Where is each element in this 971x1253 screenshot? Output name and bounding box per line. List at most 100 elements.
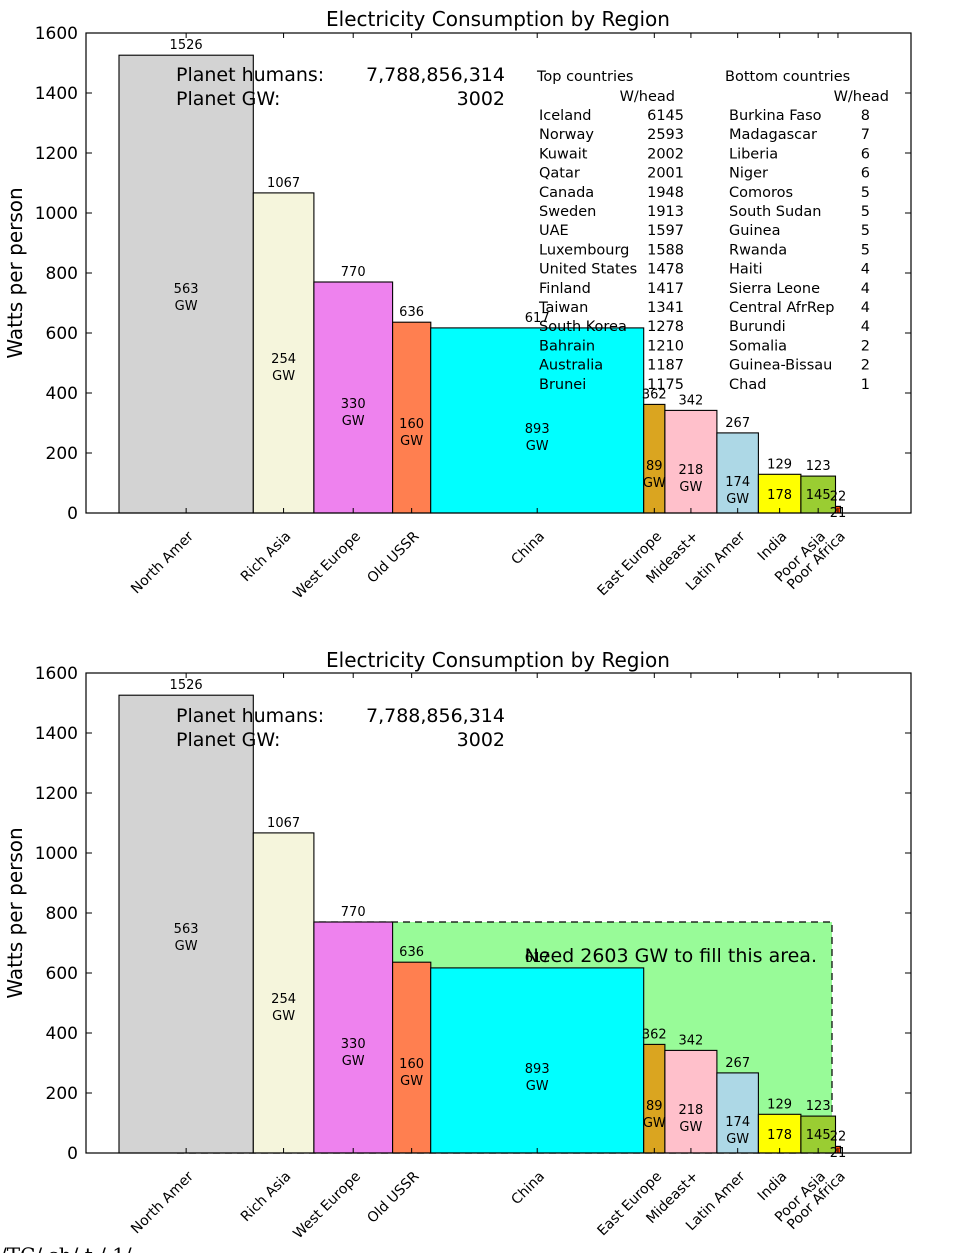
table-row-name: Sweden (539, 204, 596, 220)
bar-old-ussr (392, 961, 432, 1154)
y-axis-label: Watts per person (3, 827, 27, 998)
planet-gw-value: 3002 (457, 729, 505, 751)
table-row-name: Guinea-Bissau (729, 358, 832, 374)
gw-label-old-ussr: 160 (399, 1057, 424, 1072)
table-row-value: 1597 (647, 223, 684, 239)
table-row-value: 5 (861, 242, 870, 258)
table-row-value: 1210 (647, 338, 684, 354)
chart-panel-bottom: Electricity Consumption by Region Watts … (3, 648, 912, 1243)
planet-gw-label: Planet GW: (176, 729, 280, 751)
gw-label-west-europe: 330 (341, 1037, 366, 1052)
x-tick-west-europe: West Europe (290, 1169, 364, 1243)
top-countries-title: Top countries (536, 69, 633, 85)
gw-label-west-europe: 330 (341, 397, 366, 412)
table-row-name: Guinea (729, 223, 780, 239)
table-row-name: Brunei (539, 377, 586, 393)
y-tick-label: 1600 (35, 664, 78, 684)
gw-label-latin-amer: 174 (725, 1115, 750, 1130)
table-row-value: 2002 (647, 146, 684, 162)
value-label-east-europe: 362 (642, 387, 667, 402)
y-tick-label: 0 (67, 1144, 78, 1164)
bar-poor-asia (800, 475, 837, 514)
y-axis-label: Watts per person (3, 187, 27, 358)
gw-unit-label: GW (643, 476, 666, 491)
planet-humans-label: Planet humans: (176, 705, 324, 727)
table-row-value: 1175 (647, 377, 684, 393)
value-label-latin-amer: 267 (725, 416, 750, 431)
table-row-value: 4 (861, 281, 870, 297)
x-tick-north-amer: North Amer (128, 1168, 197, 1237)
value-label-china: 617 (525, 311, 550, 326)
gw-unit-label: GW (679, 480, 702, 495)
table-row-name: Kuwait (539, 146, 588, 162)
table-row-value: 1417 (647, 281, 684, 297)
y-tick-label: 0 (67, 504, 78, 524)
x-tick-india: India (755, 1169, 791, 1205)
value-label-north-amer: 1526 (170, 38, 203, 53)
value-label-old-ussr: 636 (399, 945, 424, 960)
table-row-name: Sierra Leone (729, 281, 820, 297)
table-row-value: 2 (861, 358, 870, 374)
value-label-poor-asia: 123 (806, 459, 831, 474)
gw-unit-label: GW (400, 1074, 423, 1089)
value-label-west-europe: 770 (341, 265, 366, 280)
value-label-poor-africa: 22 (830, 1129, 847, 1144)
table-row-value: 1 (861, 377, 870, 393)
value-label-poor-africa: 22 (830, 489, 847, 504)
planet-humans-label: Planet humans: (176, 64, 324, 86)
table-row-name: Rwanda (729, 242, 787, 258)
value-label-latin-amer: 267 (725, 1056, 750, 1071)
fill-area-note: Need 2603 GW to fill this area. (525, 945, 817, 967)
x-tick-old-ussr: Old USSR (364, 528, 422, 586)
gw-label-old-ussr: 160 (399, 417, 424, 432)
gw-unit-label: GW (526, 1079, 549, 1094)
gw-label-north-amer: 563 (174, 282, 199, 297)
bar-poor-asia (800, 1115, 837, 1154)
bar-india (757, 473, 802, 514)
table-row-value: 1478 (647, 262, 684, 278)
table-row-name: South Korea (539, 319, 627, 335)
top-countries-table: Top countries W/head Iceland 6145 Norway 25… (536, 69, 684, 393)
y-tick-label: 600 (46, 324, 78, 344)
table-row-name: Somalia (729, 338, 787, 354)
gw-unit-label: GW (679, 1120, 702, 1135)
bottom-countries-table: Bottom countries W/head Burkina Faso 8 Mad… (725, 69, 889, 393)
bar-mideast (664, 1049, 718, 1154)
table-row-value: 2001 (647, 166, 684, 182)
bar-china (430, 327, 645, 514)
gw-label-china: 893 (525, 422, 550, 437)
x-tick-west-europe: West Europe (290, 529, 364, 603)
y-tick-label: 1000 (35, 204, 78, 224)
table-row-name: Haiti (729, 262, 763, 278)
gw-label-east-europe: 89 (646, 459, 663, 474)
table-row-name: Finland (539, 281, 591, 297)
y-tick-label: 1000 (35, 844, 78, 864)
gw-label-india: 178 (767, 488, 792, 503)
bar-labels: 1526563GW1067254GW770330GW636160GW617893… (170, 38, 847, 521)
table-row-value: 5 (861, 204, 870, 220)
table-row-value: 4 (861, 262, 870, 278)
gw-unit-label: GW (400, 434, 423, 449)
chart-title: Electricity Consumption by Region (326, 7, 670, 31)
value-label-north-amer: 1526 (170, 678, 203, 693)
gw-label-north-amer: 563 (174, 922, 199, 937)
y-tick-label: 1200 (35, 144, 78, 164)
y-tick-label: 200 (46, 1084, 78, 1104)
table-row-name: UAE (539, 223, 569, 239)
y-tick-label: 800 (46, 264, 78, 284)
table-row-value: 6145 (647, 108, 684, 124)
table-row-name: South Sudan (729, 204, 821, 220)
x-tick-old-ussr: Old USSR (364, 1168, 422, 1226)
x-tick-china: China (508, 1169, 548, 1209)
bottom-countries-unit: W/head (834, 89, 889, 105)
table-row-value: 1913 (647, 204, 684, 220)
bar-west-europe (313, 921, 394, 1154)
planet-gw-label: Planet GW: (176, 88, 280, 110)
x-tick-rich-asia: Rich Asia (238, 1169, 295, 1226)
chart-title: Electricity Consumption by Region (326, 648, 670, 672)
planet-humans-value: 7,788,856,314 (366, 705, 505, 727)
table-row-name: Central AfrRep (729, 300, 834, 316)
value-label-mideast: 342 (678, 393, 703, 408)
value-label-rich-asia: 1067 (267, 176, 300, 191)
table-row-value: 1278 (647, 319, 684, 335)
